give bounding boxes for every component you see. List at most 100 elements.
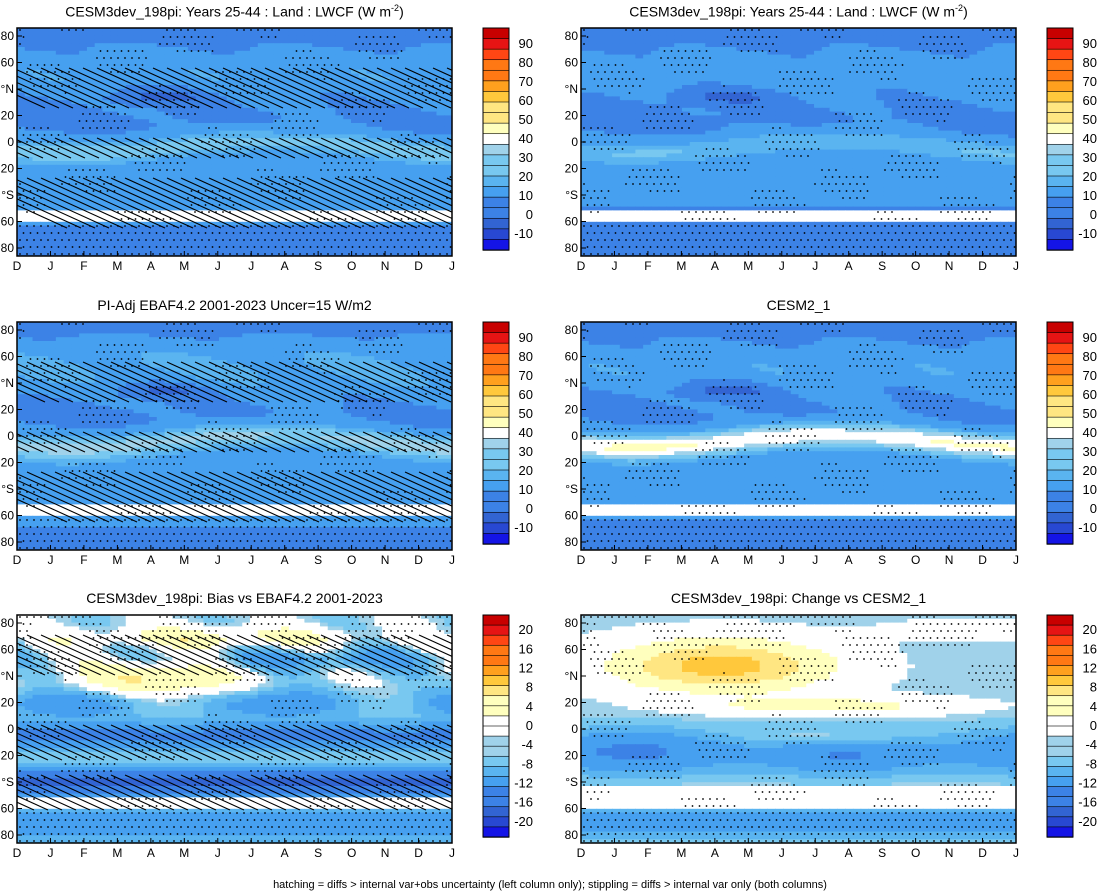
heatmap-cell	[1008, 50, 1016, 56]
colorbar-segment	[482, 133, 510, 145]
heatmap-cell	[343, 240, 352, 246]
heatmap-cell	[156, 31, 166, 37]
heatmap-cell	[250, 142, 259, 147]
heatmap-cell	[164, 96, 173, 101]
heatmap-cell	[48, 88, 57, 94]
heatmap-cell	[257, 199, 267, 204]
heatmap-cell	[343, 88, 352, 94]
heatmap-cell	[366, 195, 375, 200]
heatmap-cell	[335, 104, 344, 109]
stipple-dot	[271, 239, 273, 241]
heatmap-cell	[234, 161, 243, 166]
stipple-dot	[138, 71, 140, 73]
stipple-dot	[50, 64, 53, 66]
heatmap-cell	[71, 77, 80, 82]
heatmap-cell	[281, 164, 290, 170]
heatmap-cell	[102, 123, 111, 128]
heatmap-cell	[413, 35, 422, 40]
heatmap-cell	[728, 31, 737, 37]
heatmap-cell	[79, 199, 88, 204]
heatmap-cell	[164, 54, 173, 59]
heatmap-cell	[40, 225, 49, 230]
heatmap-cell	[265, 168, 274, 173]
heatmap-cell	[358, 244, 368, 249]
heatmap-cell	[156, 149, 166, 154]
heatmap-cell	[759, 31, 769, 37]
heatmap-cell	[63, 66, 72, 71]
heatmap-cell	[40, 157, 49, 162]
heatmap-cell	[343, 104, 352, 109]
heatmap-cell	[876, 54, 885, 59]
heatmap-cell	[389, 161, 399, 166]
heatmap-cell	[643, 31, 652, 37]
heatmap-cell	[257, 157, 267, 162]
heatmap-cell	[304, 157, 313, 162]
heatmap-cell	[110, 237, 119, 242]
heatmap-cell	[55, 161, 65, 166]
hatch-line	[17, 69, 102, 109]
stipple-dot	[295, 64, 298, 66]
heatmap-cell	[24, 81, 34, 86]
hatch-line	[180, 177, 292, 229]
heatmap-cell	[195, 73, 205, 78]
heatmap-cell	[32, 39, 41, 44]
heatmap-cell	[180, 69, 189, 75]
heatmap-cell	[172, 168, 181, 173]
heatmap-cell	[720, 31, 730, 37]
heatmap-cell	[413, 252, 422, 256]
heatmap-cell	[343, 153, 352, 158]
heatmap-cell	[366, 115, 375, 120]
heatmap-cell	[389, 180, 399, 185]
heatmap-cell	[180, 100, 189, 105]
stipple-dot	[141, 50, 144, 52]
heatmap-cell	[273, 31, 282, 37]
heatmap-cell	[17, 111, 26, 116]
heatmap-cell	[63, 54, 72, 59]
heatmap-cell	[156, 115, 166, 120]
heatmap-cell	[650, 35, 660, 40]
heatmap-cell	[63, 149, 72, 154]
heatmap-cell	[358, 88, 368, 94]
heatmap-cell	[63, 31, 72, 37]
heatmap-cell	[288, 221, 298, 227]
heatmap-cell	[604, 50, 613, 56]
heatmap-cell	[296, 248, 306, 253]
stipple-dot	[29, 190, 32, 192]
heatmap-cell	[234, 244, 243, 249]
stipple-dot	[313, 253, 315, 255]
stipple-dot	[152, 225, 154, 227]
heatmap-cell	[187, 164, 197, 170]
stipple-dot	[334, 169, 336, 171]
heatmap-cell	[195, 85, 205, 90]
heatmap-cell	[71, 176, 80, 181]
heatmap-cell	[141, 111, 150, 116]
heatmap-cell	[172, 183, 181, 189]
heatmap-cell	[102, 172, 111, 177]
heatmap-cell	[110, 206, 119, 211]
heatmap-cell	[397, 164, 406, 170]
heatmap-cell	[71, 206, 80, 211]
stipple-dot	[208, 141, 210, 143]
heatmap-cell	[211, 54, 220, 59]
stipple-dot	[369, 239, 371, 241]
heatmap-cell	[257, 81, 267, 86]
heatmap-cell	[759, 39, 769, 44]
heatmap-cell	[187, 237, 197, 242]
hatch-line	[320, 177, 432, 229]
heatmap-cell	[852, 54, 862, 59]
heatmap-cell	[961, 54, 970, 59]
heatmap-cell	[180, 66, 189, 71]
stipple-dot	[190, 232, 193, 234]
heatmap-cell	[125, 130, 135, 135]
heatmap-cell	[767, 54, 776, 59]
heatmap-cell	[172, 28, 181, 33]
heatmap-cell	[195, 92, 205, 97]
heatmap-cell	[40, 100, 49, 105]
heatmap-cell	[156, 240, 166, 246]
heatmap-cell	[327, 54, 337, 59]
heatmap-cell	[351, 85, 360, 90]
heatmap-cell	[961, 28, 970, 33]
heatmap-cell	[296, 161, 306, 166]
heatmap-cell	[203, 35, 212, 40]
